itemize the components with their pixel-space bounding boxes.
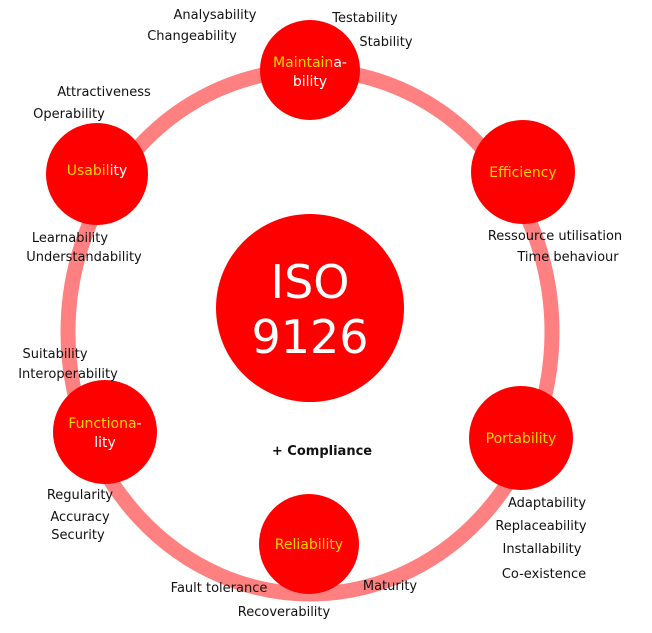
- node-functionality-label: Functiona-: [68, 416, 141, 432]
- sub-regularity: Regularity: [47, 488, 114, 503]
- node-reliability-label: Reliability: [275, 537, 343, 553]
- sub-stability: Stability: [359, 35, 413, 50]
- node-reliability: Reliability: [259, 494, 359, 594]
- sub-analysability: Analysability: [173, 8, 256, 23]
- node-usability: Usability: [46, 123, 148, 225]
- sub-interoperability: Interoperability: [18, 367, 118, 382]
- sub-testability: Testability: [331, 11, 398, 26]
- sub-learnability: Learnability: [32, 231, 108, 246]
- node-maintainability: Maintaina- bility: [260, 20, 360, 120]
- sub-accuracy: Accuracy: [50, 510, 110, 525]
- node-usability-label: Usability: [67, 163, 127, 179]
- node-maintainability-circle: [260, 20, 360, 120]
- node-portability-circle: [469, 386, 573, 490]
- node-usability-circle: [46, 123, 148, 225]
- center-label-iso: ISO: [271, 255, 350, 309]
- node-maintainability-label-line2: bility: [293, 74, 327, 90]
- sub-time-behaviour: Time behaviour: [516, 250, 619, 265]
- sub-fault-tolerance: Fault tolerance: [171, 581, 268, 596]
- sub-co-existence: Co-existence: [502, 567, 586, 582]
- compliance-label: + Compliance: [272, 444, 372, 459]
- node-functionality-circle: [53, 380, 157, 484]
- sub-understandability: Understandability: [26, 250, 142, 265]
- sub-attractiveness: Attractiveness: [57, 85, 151, 100]
- sub-replaceability: Replaceability: [495, 519, 587, 534]
- node-maintainability-label: Maintaina-: [273, 55, 347, 71]
- sub-recoverability: Recoverability: [238, 605, 331, 620]
- node-portability-label: Portability: [486, 431, 557, 447]
- sub-installability: Installability: [503, 542, 582, 557]
- center-circle: [216, 214, 404, 402]
- node-efficiency-circle: [471, 120, 575, 224]
- node-reliability-circle: [259, 494, 359, 594]
- sub-security: Security: [51, 528, 105, 543]
- sub-suitability: Suitability: [22, 347, 87, 362]
- node-functionality: Functiona- lity: [53, 380, 157, 484]
- center-label-9126: 9126: [251, 310, 368, 364]
- node-efficiency-label: Efficiency: [489, 165, 556, 181]
- sub-maturity: Maturity: [363, 579, 418, 594]
- node-functionality-label-line2: lity: [94, 435, 116, 451]
- node-efficiency: Efficiency: [471, 120, 575, 224]
- sub-changeability: Changeability: [147, 29, 237, 44]
- sub-ressource-utilisation: Ressource utilisation: [488, 229, 622, 244]
- sub-adaptability: Adaptability: [508, 496, 586, 511]
- node-portability: Portability: [469, 386, 573, 490]
- sub-operability: Operability: [33, 107, 105, 122]
